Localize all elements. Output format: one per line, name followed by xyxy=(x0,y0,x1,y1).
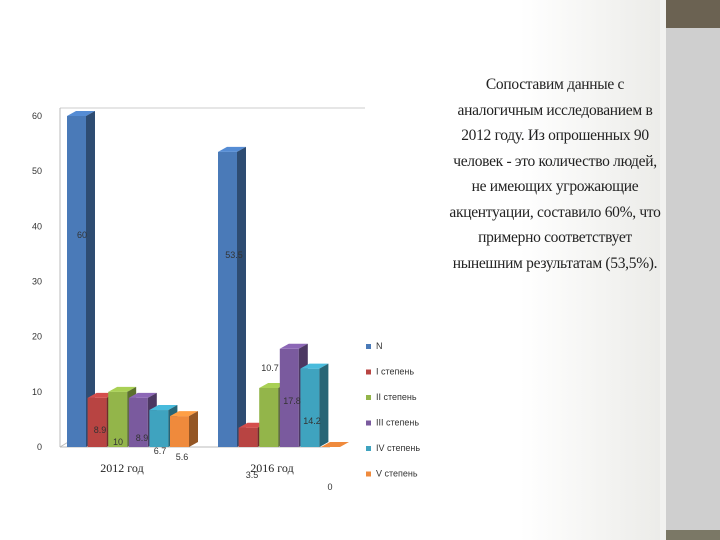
bar-top-face xyxy=(170,411,198,417)
bar-top-face xyxy=(300,363,329,369)
bar-top-face xyxy=(128,392,157,398)
bar-side-face xyxy=(189,411,198,447)
data-label: 0 xyxy=(327,482,332,492)
bar xyxy=(238,427,258,447)
bar xyxy=(128,397,148,447)
legend-entry: IV степень xyxy=(376,443,420,453)
category-label: 2012 год xyxy=(100,461,143,475)
data-label: 10 xyxy=(113,437,123,447)
bar xyxy=(279,348,299,447)
bar xyxy=(87,397,107,447)
legend-swatch xyxy=(366,369,371,375)
decorative-side-band xyxy=(666,28,720,540)
y-tick-label: 60 xyxy=(32,111,42,121)
data-label: 14.2 xyxy=(303,416,321,426)
bar-side-face xyxy=(86,111,95,447)
bar xyxy=(170,416,189,447)
bar-top-face xyxy=(279,343,308,349)
y-tick-label: 40 xyxy=(32,221,42,231)
data-label: 8.9 xyxy=(94,425,107,435)
data-label: 3.5 xyxy=(246,470,259,480)
legend-swatch xyxy=(366,471,371,477)
bar-top-face xyxy=(218,146,246,152)
bar xyxy=(108,391,128,447)
legend-swatch xyxy=(366,344,371,349)
data-label: 17.8 xyxy=(283,396,301,406)
bar xyxy=(259,387,279,447)
decorative-bottom-band xyxy=(666,530,720,540)
y-tick-label: 20 xyxy=(32,332,42,342)
bar-side-face xyxy=(237,146,246,447)
legend-entry: V степень xyxy=(376,469,418,479)
legend-entry: II степень xyxy=(376,392,417,402)
bar xyxy=(149,410,169,447)
y-tick-label: 10 xyxy=(32,387,42,397)
comparison-text: Сопоставим данные с аналогичным исследов… xyxy=(449,76,661,272)
data-label: 6.7 xyxy=(154,446,167,456)
slide-background-fade xyxy=(520,0,660,540)
bar xyxy=(321,442,349,447)
bar-chart: 0 10 20 30 40 50 60 60 53.5 8.9 3.5 10 10.7 8.9 17.8 6.… xyxy=(32,107,420,492)
y-tick-label: 50 xyxy=(32,166,42,176)
bar xyxy=(300,368,320,447)
legend-swatch xyxy=(366,446,371,451)
legend-entry: III степень xyxy=(376,418,419,428)
bar xyxy=(218,151,237,447)
y-tick-label: 0 xyxy=(37,442,42,452)
bar-top-face xyxy=(67,111,95,116)
data-label: 60 xyxy=(77,230,87,240)
legend-entry: N xyxy=(376,341,383,351)
data-label: 53.5 xyxy=(225,250,243,260)
data-label: 5.6 xyxy=(176,452,189,462)
bar-side-face xyxy=(319,363,329,447)
data-label: 8.9 xyxy=(136,433,149,443)
legend-swatch xyxy=(366,420,371,426)
bar xyxy=(67,116,86,447)
legend-swatch xyxy=(366,395,371,400)
data-label: 10.7 xyxy=(261,363,279,373)
bar-top-face xyxy=(108,386,137,392)
legend-entry: I степень xyxy=(376,367,414,377)
decorative-top-band xyxy=(666,0,720,28)
y-tick-label: 30 xyxy=(32,277,42,287)
bar-top-face xyxy=(149,405,178,411)
category-label: 2016 год xyxy=(250,461,293,475)
